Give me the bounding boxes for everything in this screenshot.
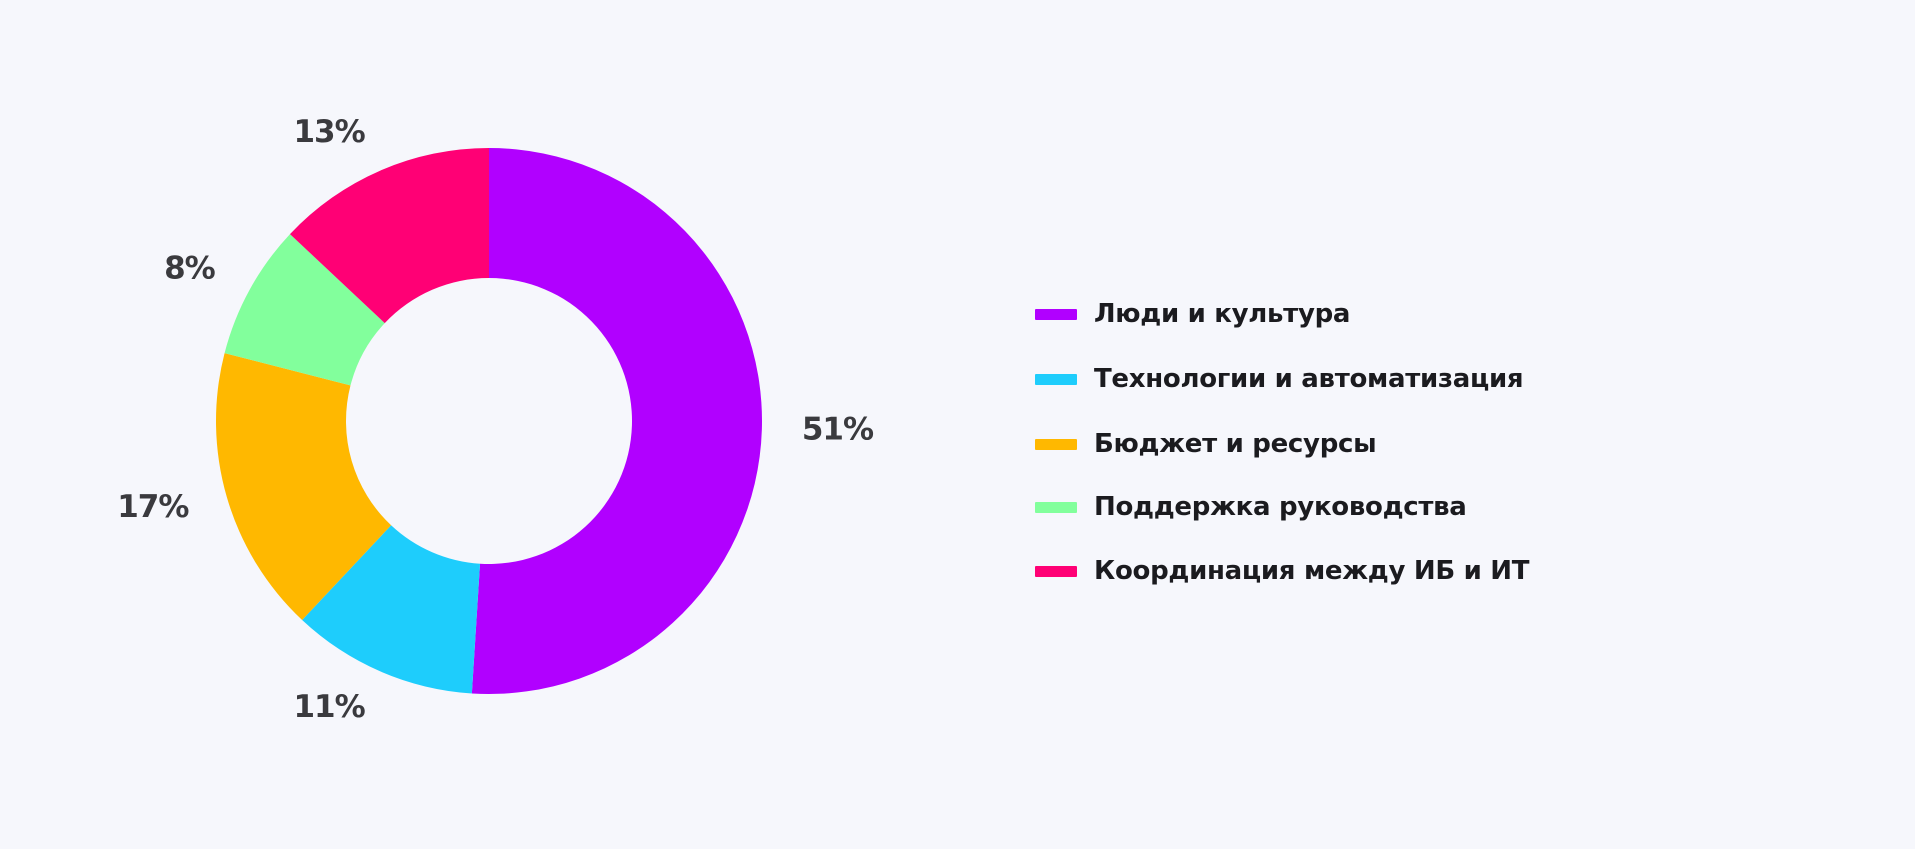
slice-budget-resources xyxy=(216,353,392,621)
slice-value-label: 8% xyxy=(164,251,216,287)
legend-item-technology-automation: Технологии и автоматизация xyxy=(1035,357,1529,401)
legend-label: Бюджет и ресурсы xyxy=(1094,429,1377,459)
donut-svg: 51% 11% 17% 8% 13% xyxy=(117,114,875,725)
legend-swatch xyxy=(1035,308,1077,320)
legend-item-is-it-coordination: Координация между ИБ и ИТ xyxy=(1035,549,1530,593)
slice-value-label: 11% xyxy=(293,689,365,725)
legend-swatch xyxy=(1035,565,1077,577)
slice-is-it-coordination xyxy=(289,148,489,324)
legend-label: Люди и культура xyxy=(1094,299,1351,329)
slice-leadership-support xyxy=(224,234,385,386)
slice-value-label: 51% xyxy=(802,411,874,447)
slice-technology-automation xyxy=(302,525,481,694)
slice-people-culture xyxy=(471,148,762,694)
legend-label: Технологии и автоматизация xyxy=(1094,364,1524,394)
slice-value-label: 17% xyxy=(117,489,189,525)
legend-item-people-culture: Люди и культура xyxy=(1035,292,1529,336)
legend-swatch xyxy=(1035,501,1077,513)
legend-label: Поддержка руководства xyxy=(1094,492,1467,522)
chart-legend: Люди и культура Технологии и автоматизац… xyxy=(1035,292,1530,614)
legend-item-budget-resources: Бюджет и ресурсы xyxy=(1035,422,1529,466)
legend-label: Координация между ИБ и ИТ xyxy=(1094,556,1530,586)
slice-value-label: 13% xyxy=(293,114,365,150)
legend-swatch xyxy=(1035,373,1077,385)
legend-item-leadership-support: Поддержка руководства xyxy=(1035,485,1529,529)
legend-swatch xyxy=(1035,438,1077,450)
